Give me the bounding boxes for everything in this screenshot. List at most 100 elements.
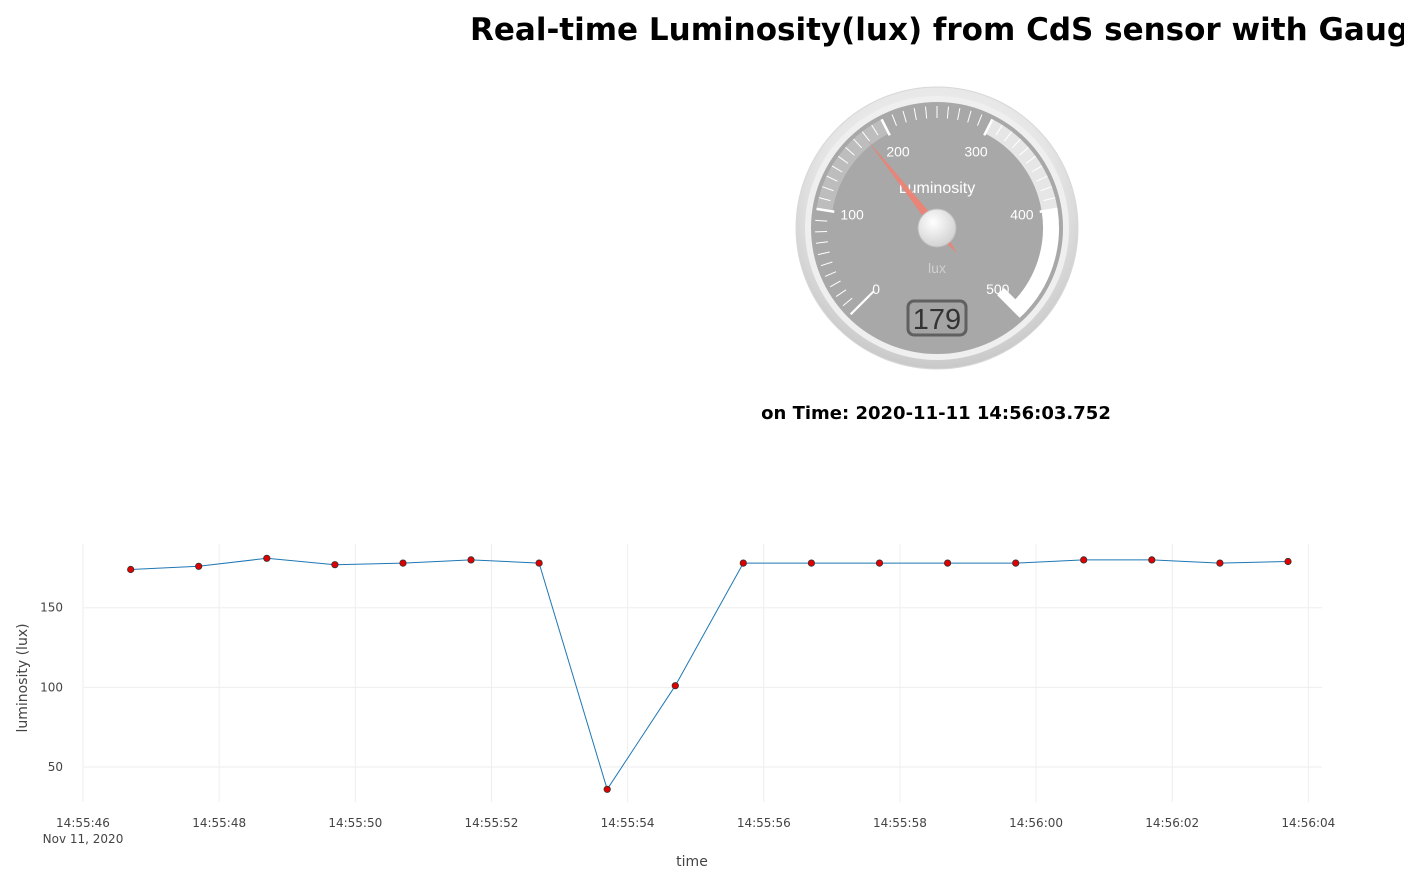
x-tick-label: 14:56:02 xyxy=(1145,816,1199,830)
gauge-tick xyxy=(957,108,961,121)
gauge-tick xyxy=(1041,261,1054,267)
data-point xyxy=(807,559,816,567)
gauge-major-tick xyxy=(880,118,891,136)
gauge-tick xyxy=(835,289,847,297)
gauge-tick xyxy=(1046,241,1059,244)
gauge-tick xyxy=(853,138,863,149)
date-label: Nov 11, 2020 xyxy=(43,832,124,846)
gauge-tick xyxy=(977,114,983,126)
gauge-major-tick xyxy=(816,207,835,213)
gauge-tick xyxy=(1021,297,1032,307)
data-point xyxy=(1080,556,1088,564)
gauge-tick xyxy=(1043,197,1056,202)
gauge-tick xyxy=(891,114,897,126)
gauge-tick xyxy=(845,146,855,156)
gauge-tick xyxy=(817,251,830,256)
gauge-tick xyxy=(925,106,928,119)
x-tick-label: 14:55:56 xyxy=(737,816,791,830)
gauge-tick xyxy=(826,175,838,182)
gauge-units: lux xyxy=(928,260,946,276)
data-point xyxy=(875,559,884,567)
data-point xyxy=(1216,559,1224,567)
data-point xyxy=(1284,557,1292,566)
gauge-tick xyxy=(820,261,833,267)
gauge-tick xyxy=(913,108,917,121)
gauge-scale-label: 300 xyxy=(964,143,988,159)
y-tick-label: 100 xyxy=(40,680,63,694)
x-tick-label: 14:56:00 xyxy=(1009,816,1063,830)
gauge-scale-label: 500 xyxy=(986,281,1010,297)
gauge-tick xyxy=(1033,280,1045,288)
gauge-tick xyxy=(1037,271,1050,277)
gauge-tick xyxy=(1044,251,1057,256)
gauge-tick xyxy=(1004,131,1013,142)
x-tick-label: 14:55:50 xyxy=(328,816,382,830)
y-axis-label: luminosity (lux) xyxy=(15,623,31,732)
data-point xyxy=(127,565,135,574)
gauge-major-tick xyxy=(983,118,994,136)
gauge-tick xyxy=(838,155,849,164)
gauge-tick xyxy=(842,297,853,307)
data-point xyxy=(739,559,747,567)
gauge-title: Luminosity xyxy=(899,180,975,197)
x-tick-label: 14:55:46 xyxy=(56,816,110,830)
gauge-tick xyxy=(824,271,837,277)
gauge-tick xyxy=(1046,219,1059,222)
gauge-value-box xyxy=(906,299,968,337)
series-points xyxy=(127,554,1292,793)
data-point xyxy=(1012,559,1020,567)
gauge-hub xyxy=(917,208,957,248)
gauge-tick xyxy=(815,219,828,222)
x-axis-label: time xyxy=(676,854,708,870)
x-tick-label: 14:55:52 xyxy=(465,816,519,830)
gauge-tick xyxy=(1025,155,1036,164)
gauge-tick xyxy=(967,110,972,123)
gauge-scale-label: 200 xyxy=(886,143,910,159)
gauge-tick xyxy=(1027,289,1039,297)
timestamp-label: on Time: 2020-11-11 14:56:03.752 xyxy=(761,403,1111,424)
gauge-ticks xyxy=(815,106,1059,318)
gauge-scale-label: 0 xyxy=(872,281,880,297)
y-tick-labels: 50 100 150 xyxy=(40,601,63,774)
gauge-tick xyxy=(822,186,834,192)
data-point xyxy=(263,554,271,562)
data-point xyxy=(603,785,611,793)
gauge-scale-label: 400 xyxy=(1010,207,1034,223)
data-point xyxy=(399,559,407,567)
gauge-end-tick xyxy=(850,290,875,315)
gauge-tick xyxy=(831,165,843,173)
luminosity-line-chart: 50 100 150 14:55:46 14:55:48 14:55:50 14:55:5… xyxy=(15,544,1335,870)
x-tick-label: 14:55:54 xyxy=(601,816,655,830)
gauge-tick xyxy=(818,197,831,202)
data-point xyxy=(467,556,475,564)
gauge-tick xyxy=(995,124,1003,136)
gauge-major-tick xyxy=(1039,207,1058,213)
gauge-tick xyxy=(1036,175,1048,182)
data-point xyxy=(331,561,339,569)
chart-grid xyxy=(82,544,1322,802)
gauge-value-display: 179 xyxy=(913,304,961,336)
gauge-tick xyxy=(1011,138,1021,149)
gauge-tick xyxy=(1019,146,1029,156)
x-tick-label: 14:55:58 xyxy=(873,816,927,830)
gauge-tick xyxy=(1040,186,1052,192)
gauge-tick xyxy=(829,280,841,288)
x-tick-label: 14:56:04 xyxy=(1281,816,1335,830)
y-tick-label: 50 xyxy=(48,760,63,774)
gauge-tick xyxy=(902,110,907,123)
y-tick-label: 150 xyxy=(40,601,63,615)
gauge-labels: 0 100 200 300 400 500 xyxy=(840,143,1033,296)
data-point xyxy=(671,682,679,690)
gauge-end-tick xyxy=(997,288,1027,318)
data-point xyxy=(1148,556,1156,564)
data-point xyxy=(943,559,952,567)
x-tick-labels: 14:55:46 14:55:48 14:55:50 14:55:52 14:55:54… xyxy=(56,816,1335,830)
page-title: Real-time Luminosity(lux) from CdS senso… xyxy=(470,12,1404,48)
gauge-tick xyxy=(1031,165,1043,173)
data-point xyxy=(195,562,203,570)
gauge-scale-label: 100 xyxy=(840,207,864,223)
x-tick-label: 14:55:48 xyxy=(192,816,246,830)
series-line xyxy=(130,557,1289,791)
gauge-tick xyxy=(946,106,949,119)
data-point xyxy=(535,559,543,567)
